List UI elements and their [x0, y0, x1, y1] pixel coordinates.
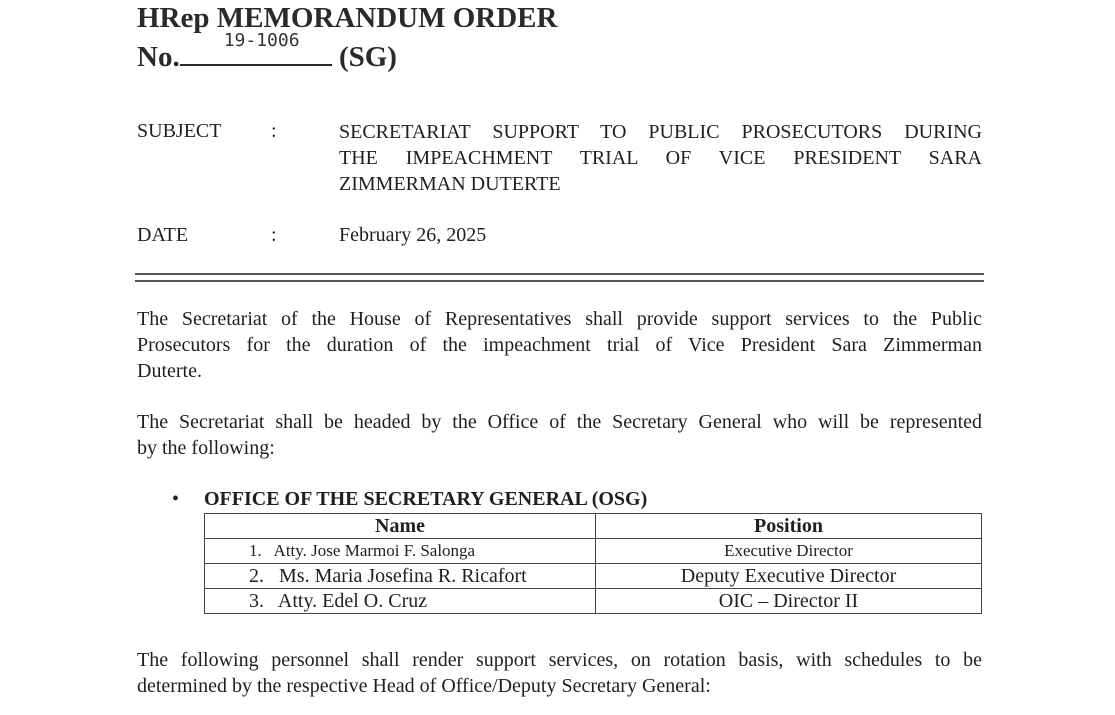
- date-value: February 26, 2025: [339, 224, 487, 246]
- subject-line: THE IMPEACHMENT TRIAL OF VICE PRESIDENT …: [339, 147, 982, 169]
- paragraph-line: The Secretariat shall be headed by the O…: [137, 411, 982, 433]
- subject-colon: :: [271, 120, 277, 142]
- paragraph-line: The Secretariat of the House of Represen…: [137, 308, 982, 330]
- osg-heading: OFFICE OF THE SECRETARY GENERAL (OSG): [204, 488, 648, 510]
- column-header-position: Position: [595, 513, 982, 539]
- memo-number: No. 19-1006 (SG): [137, 30, 397, 74]
- no-label: No.: [137, 41, 180, 73]
- number-value: 19-1006: [223, 30, 300, 51]
- subject-text: SECRETARIAT SUPPORT TO PUBLIC PROSECUTOR…: [339, 119, 982, 197]
- paragraph-3: The following personnel shall render sup…: [137, 647, 982, 699]
- double-rule-divider: [135, 273, 984, 282]
- table-header-row: Name Position: [204, 513, 982, 539]
- table-row: 1. Atty. Jose Marmoi F. Salonga Executiv…: [204, 538, 982, 564]
- paragraph-2: The Secretariat shall be headed by the O…: [137, 409, 982, 461]
- subject-label: SUBJECT: [137, 120, 222, 142]
- position-cell: OIC – Director II: [595, 588, 982, 614]
- osg-table: Name Position 1. Atty. Jose Marmoi F. Sa…: [204, 513, 982, 614]
- table-row: 3. Atty. Edel O. Cruz OIC – Director II: [204, 588, 982, 614]
- memo-title: HRep MEMORANDUM ORDER: [137, 2, 558, 34]
- paragraph-line: by the following:: [137, 437, 275, 459]
- paragraph-1: The Secretariat of the House of Represen…: [137, 306, 982, 384]
- bullet-icon: •: [172, 488, 180, 510]
- name-cell: 3. Atty. Edel O. Cruz: [204, 588, 596, 614]
- date-label: DATE: [137, 224, 189, 246]
- position-cell: Executive Director: [595, 538, 982, 564]
- paragraph-line: determined by the respective Head of Off…: [137, 675, 711, 697]
- memo-suffix: (SG): [338, 41, 397, 73]
- subject-line: ZIMMERMAN DUTERTE: [339, 173, 561, 195]
- column-header-name: Name: [204, 513, 596, 539]
- name-cell: 2. Ms. Maria Josefina R. Ricafort: [204, 563, 596, 589]
- subject-line: SECRETARIAT SUPPORT TO PUBLIC PROSECUTOR…: [339, 121, 982, 143]
- name-cell: 1. Atty. Jose Marmoi F. Salonga: [204, 538, 596, 564]
- paragraph-line: Prosecutors for the duration of the impe…: [137, 334, 982, 356]
- paragraph-line: Duterte.: [137, 360, 202, 382]
- number-blank: 19-1006: [179, 30, 332, 66]
- table-row: 2. Ms. Maria Josefina R. Ricafort Deputy…: [204, 563, 982, 589]
- position-cell: Deputy Executive Director: [595, 563, 982, 589]
- paragraph-line: The following personnel shall render sup…: [137, 649, 982, 671]
- date-colon: :: [271, 224, 277, 246]
